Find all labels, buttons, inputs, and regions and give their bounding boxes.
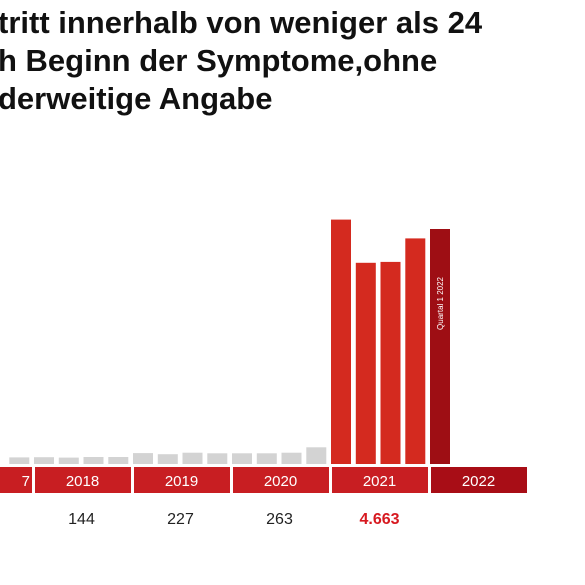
title-line-1: tritt innerhalb von weniger als 24 xyxy=(0,5,483,40)
bar-2020-q2 xyxy=(256,453,277,464)
year-label-2019: 2019 xyxy=(165,473,198,490)
year-total-2019: 227 xyxy=(167,511,194,528)
year-label-2021: 2021 xyxy=(363,473,396,490)
bar-2020-q1 xyxy=(232,453,252,464)
year-total-2020: 263 xyxy=(266,511,293,528)
year-band-separator xyxy=(330,467,332,493)
title-line-3: derweitige Angabe xyxy=(0,81,273,116)
bar-2019-q1 xyxy=(133,453,153,464)
year-band-2021 xyxy=(331,467,428,493)
year-band-2018 xyxy=(34,467,131,493)
year-label-2018: 2018 xyxy=(66,473,99,490)
year-label-2020: 2020 xyxy=(264,473,297,490)
bar-2018-q2 xyxy=(58,457,79,464)
year-band-separator xyxy=(429,467,431,493)
chart-title: tritt innerhalb von weniger als 24 h Beg… xyxy=(0,4,585,118)
bar-2019-q4 xyxy=(207,453,228,464)
bar-2018-q4 xyxy=(108,457,129,464)
bar-2019-q3 xyxy=(182,452,203,464)
bar-2018-q3 xyxy=(83,457,104,464)
bar-7-q1 xyxy=(9,457,30,464)
quarter-annotation-label: Quartal 1 2022 xyxy=(436,276,445,329)
bar-2019-q2 xyxy=(157,454,178,464)
bar-2021-q4 xyxy=(405,238,426,464)
year-band-separator xyxy=(132,467,134,493)
bar-2020-q3 xyxy=(281,452,302,464)
bar-2021-q2 xyxy=(355,262,376,464)
year-band-2019 xyxy=(133,467,230,493)
year-total-2018: 144 xyxy=(68,511,95,528)
year-band-separator xyxy=(231,467,233,493)
year-band-2020 xyxy=(232,467,329,493)
bar-2022-q1 xyxy=(430,229,450,464)
year-label-7: 7 xyxy=(22,473,30,490)
bar-2021-q1 xyxy=(331,219,351,464)
bar-2020-q4 xyxy=(306,447,327,464)
year-band-separator xyxy=(33,467,35,493)
bar-2018-q1 xyxy=(34,457,54,464)
year-label-2022: 2022 xyxy=(462,473,495,490)
year-band-2022 xyxy=(430,467,527,493)
title-line-2: h Beginn der Symptome,ohne xyxy=(0,43,438,78)
year-total-2021: 4.663 xyxy=(359,511,399,528)
year-band-7 xyxy=(0,467,32,493)
bar-2021-q3 xyxy=(380,261,401,464)
